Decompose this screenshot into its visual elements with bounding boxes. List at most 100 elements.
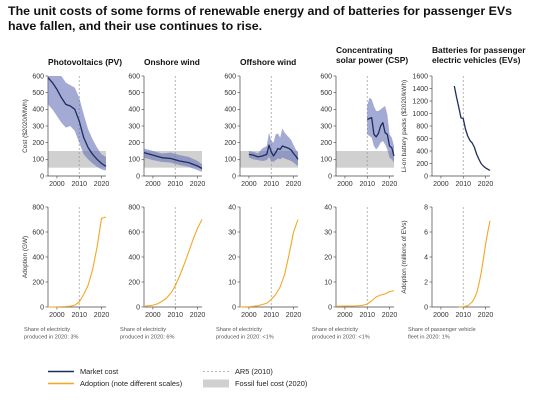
y-tick-label: 20 <box>228 254 236 261</box>
y-tick-label: 200 <box>224 140 236 147</box>
cost-range-band <box>367 97 394 163</box>
x-tick-label: 2010 <box>167 181 183 188</box>
y-tick-label: 400 <box>416 148 428 155</box>
y-tick-label: 10 <box>228 279 236 286</box>
y-tick-label: 500 <box>128 90 140 97</box>
panel-adoption-0: 0 200 400 600 800 2000 2010 2020 Adoption (GW) Sh… <box>22 204 109 340</box>
x-tick-label: 2000 <box>241 312 257 319</box>
y-axis-label: Cost ($2020/MWh) <box>22 99 29 153</box>
adoption-line <box>239 219 299 308</box>
market-cost-line <box>143 152 203 170</box>
panel-cost-4: 0 200 400 600 800 1000 1200 1400 1600 2000 2010 202… <box>401 73 493 188</box>
legend-label: Fossil fuel cost (2020) <box>235 379 307 388</box>
y-tick-label: 800 <box>32 204 44 211</box>
panel-adoption-1: 0 200 400 600 800 2000 2010 2020 Share of electr… <box>120 204 205 340</box>
x-tick-label: 2000 <box>433 312 449 319</box>
share-note: Share of electricity <box>120 327 166 333</box>
panel-title: Onshore wind <box>144 57 200 67</box>
adoption-line <box>47 216 107 308</box>
x-tick-label: 2000 <box>49 312 65 319</box>
y-tick-label: 200 <box>320 140 332 147</box>
y-tick-label: 400 <box>320 107 332 114</box>
y-tick-label: 40 <box>324 204 332 211</box>
y-tick-label: 8 <box>424 204 428 211</box>
adoption-line <box>143 219 203 307</box>
y-tick-label: 200 <box>32 140 44 147</box>
y-tick-label: 1600 <box>412 73 428 80</box>
y-tick-label: 400 <box>224 107 236 114</box>
y-axis-label: Li-on battery packs ($2020/kWh) <box>401 80 408 172</box>
y-tick-label: 600 <box>128 73 140 80</box>
y-tick-label: 100 <box>128 157 140 164</box>
y-tick-label: 1400 <box>412 86 428 93</box>
y-tick-label: 0 <box>40 173 44 180</box>
x-tick-label: 2010 <box>71 181 87 188</box>
x-tick-label: 2010 <box>71 312 87 319</box>
x-tick-label: 2020 <box>286 181 302 188</box>
x-tick-label: 2000 <box>145 181 161 188</box>
share-note: Share of electricity <box>216 327 262 333</box>
y-tick-label: 600 <box>224 73 236 80</box>
x-tick-label: 2020 <box>382 312 398 319</box>
y-tick-label: 100 <box>224 157 236 164</box>
share-note: Share of passenger vehicle <box>408 327 476 333</box>
cost-range-band <box>144 148 202 172</box>
y-tick-label: 800 <box>128 204 140 211</box>
x-tick-label: 2010 <box>359 181 375 188</box>
y-tick-label: 0 <box>328 304 332 311</box>
x-tick-label: 2010 <box>263 312 279 319</box>
y-tick-label: 10 <box>324 279 332 286</box>
adoption-line <box>335 290 395 307</box>
fossil-cost-band <box>336 151 394 168</box>
x-tick-label: 2020 <box>190 181 206 188</box>
y-tick-label: 2 <box>424 279 428 286</box>
share-note: fleet in 2020: 1% <box>408 335 450 341</box>
figure-title: The unit costs of some forms of renewabl… <box>8 4 513 33</box>
x-tick-label: 2000 <box>49 181 65 188</box>
x-tick-label: 2020 <box>382 181 398 188</box>
y-tick-label: 400 <box>32 107 44 114</box>
x-tick-label: 2000 <box>241 181 257 188</box>
y-tick-label: 30 <box>324 229 332 236</box>
legend-label: Adoption (note different scales) <box>80 379 182 388</box>
y-tick-label: 0 <box>136 304 140 311</box>
share-note: Share of electricity <box>24 327 70 333</box>
y-tick-label: 0 <box>232 173 236 180</box>
share-note: produced in 2020: <1% <box>216 335 274 341</box>
y-tick-label: 0 <box>40 304 44 311</box>
market-cost-line <box>367 117 395 157</box>
panel-title: Concentrating <box>336 45 393 55</box>
y-tick-label: 400 <box>128 254 140 261</box>
y-tick-label: 0 <box>232 304 236 311</box>
share-note: produced in 2020: <1% <box>312 335 370 341</box>
panel-title: electric vehicles (EVs) <box>432 55 521 65</box>
y-tick-label: 200 <box>128 140 140 147</box>
x-tick-label: 2020 <box>94 181 110 188</box>
y-tick-label: 100 <box>32 157 44 164</box>
panel-adoption-4: 0 2 4 6 8 2000 2010 2020 Adoption (millions of E… <box>401 204 493 340</box>
panel-title: solar power (CSP) <box>336 55 408 65</box>
panel-adoption-2: 0 10 20 30 40 2000 2010 2020 Share of electricit… <box>216 204 301 340</box>
x-tick-label: 2010 <box>359 312 375 319</box>
legend-swatch <box>203 379 229 388</box>
y-tick-label: 500 <box>224 90 236 97</box>
x-tick-label: 2000 <box>337 312 353 319</box>
y-tick-label: 200 <box>128 279 140 286</box>
y-axis-label: Adoption (GW) <box>22 236 29 278</box>
share-note: produced in 2020: 6% <box>120 335 174 341</box>
y-tick-label: 1200 <box>412 98 428 105</box>
x-tick-label: 2010 <box>455 312 471 319</box>
y-tick-label: 200 <box>32 279 44 286</box>
y-tick-label: 100 <box>320 157 332 164</box>
share-note: Share of electricity <box>312 327 358 333</box>
x-tick-label: 2020 <box>190 312 206 319</box>
panel-cost-1: 0 100 200 300 400 500 600 2000 2010 2020 <box>128 73 205 188</box>
y-tick-label: 400 <box>128 107 140 114</box>
y-tick-label: 200 <box>416 161 428 168</box>
y-tick-label: 6 <box>424 229 428 236</box>
legend-label: AR5 (2010) <box>235 367 273 376</box>
x-tick-label: 2010 <box>167 312 183 319</box>
x-tick-label: 2020 <box>478 312 494 319</box>
y-tick-label: 800 <box>416 123 428 130</box>
